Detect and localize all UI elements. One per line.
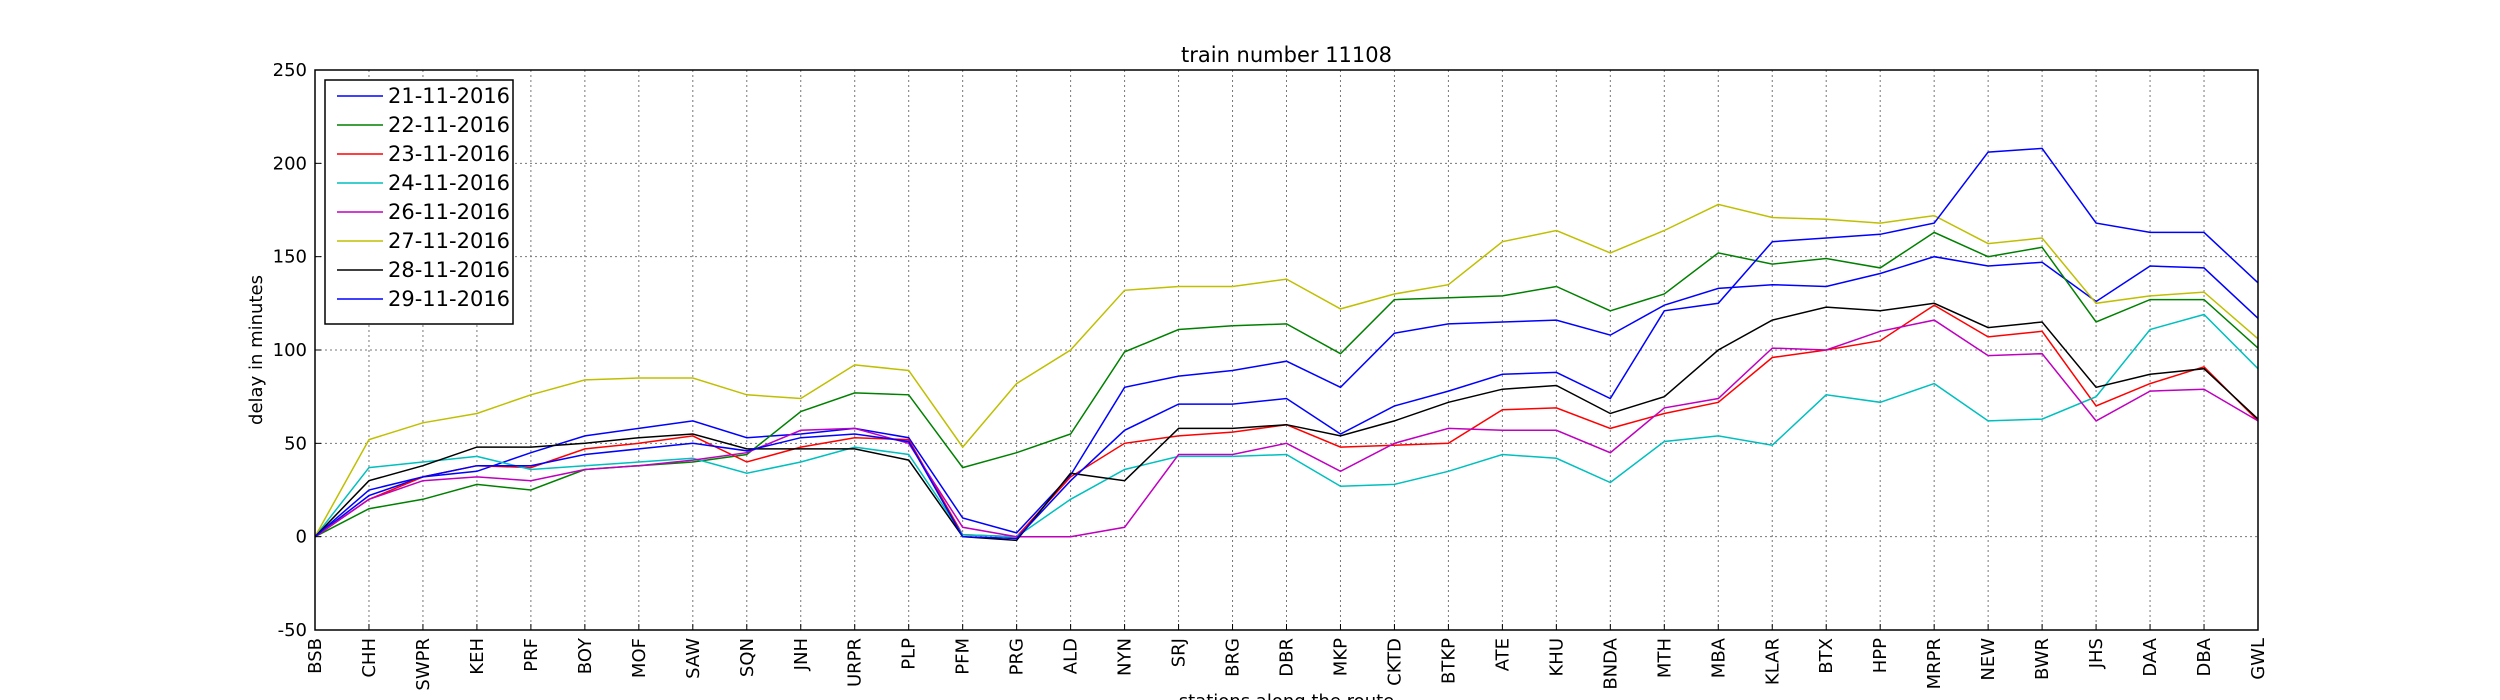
x-tick-label: MBA [1708,637,1729,678]
x-tick-label: JNH [791,638,812,671]
x-tick-label: PFM [953,638,974,675]
x-tick-label: BRG [1223,638,1244,677]
legend: 21-11-2016 22-11-2016 23-11-2016 24-11-2016… [324,79,514,325]
legend-label: 23-11-2016 [388,142,510,166]
y-tick-label: 200 [273,153,307,174]
x-tick-label: BNDA [1600,637,1621,689]
x-tick-label: DBA [2194,637,2215,676]
x-tick-label: CHH [359,638,380,678]
x-tick-label: HPP [1870,638,1891,673]
y-axis-title: delay in minutes [246,275,267,425]
x-axis-title: stations along the route [1179,691,1394,700]
x-tick-label: MKP [1330,638,1351,676]
series-line [314,302,2259,542]
y-tick-label: 100 [273,340,307,361]
x-tick-label: BOY [575,637,596,674]
y-tick-label: 50 [284,433,307,454]
series-line [314,203,2259,538]
legend-label: 29-11-2016 [388,287,510,311]
legend-box [324,79,514,325]
x-tick-label: URPR [845,638,866,687]
x-tick-label: DAA [2140,637,2161,676]
x-tick-label: ALD [1061,638,1082,674]
x-tick-label: MRPR [1924,638,1945,689]
x-tick-label: BWR [2032,638,2053,680]
y-tick-label: 0 [296,527,307,548]
x-tick-label: SWPR [413,638,434,691]
x-tick-label: MOF [629,638,650,678]
legend-label: 24-11-2016 [388,171,510,195]
y-tick-label: 150 [273,247,307,268]
chart-title: train number 11108 [1181,43,1392,67]
legend-label: 21-11-2016 [388,84,510,108]
y-tick-label: -50 [278,620,307,641]
x-tick-label: JHS [2086,638,2107,669]
x-tick-label: CKTD [1384,638,1405,686]
legend-label: 26-11-2016 [388,200,510,224]
series-line [314,255,2259,538]
x-tick-label: ATE [1492,638,1513,671]
legend-label: 27-11-2016 [388,229,510,253]
series-line [314,147,2259,540]
x-tick-label: BTX [1816,638,1837,674]
x-tick-label: KLAR [1762,638,1783,685]
x-tick-label: PLP [899,638,920,670]
series-line [314,313,2259,538]
x-tick-label: SQN [737,638,758,677]
x-tick-label: MTH [1654,638,1675,678]
x-tick-label: KHU [1546,638,1567,677]
x-tick-label: NYN [1115,638,1136,676]
x-tick-label: KEH [467,638,488,675]
legend-label: 28-11-2016 [388,258,510,282]
x-tick-label: PRG [1007,638,1028,675]
x-tick-label: BSB [305,638,326,674]
tick-layer: BSB CHH SWPR KEH PRF BOY MOF SAW SQN JNH URPR PLP PF… [273,60,2269,691]
x-tick-label: GWL [2248,638,2269,680]
series-layer [314,147,2259,542]
x-tick-label: DBR [1277,638,1298,677]
x-tick-label: SRJ [1169,638,1190,667]
x-tick-label: SAW [683,638,704,679]
x-tick-label: BTKP [1438,638,1459,684]
legend-label: 22-11-2016 [388,113,510,137]
series-line [314,319,2259,538]
x-tick-label: NEW [1978,638,1999,681]
y-tick-label: 250 [273,60,307,81]
x-tick-label: PRF [521,638,542,672]
